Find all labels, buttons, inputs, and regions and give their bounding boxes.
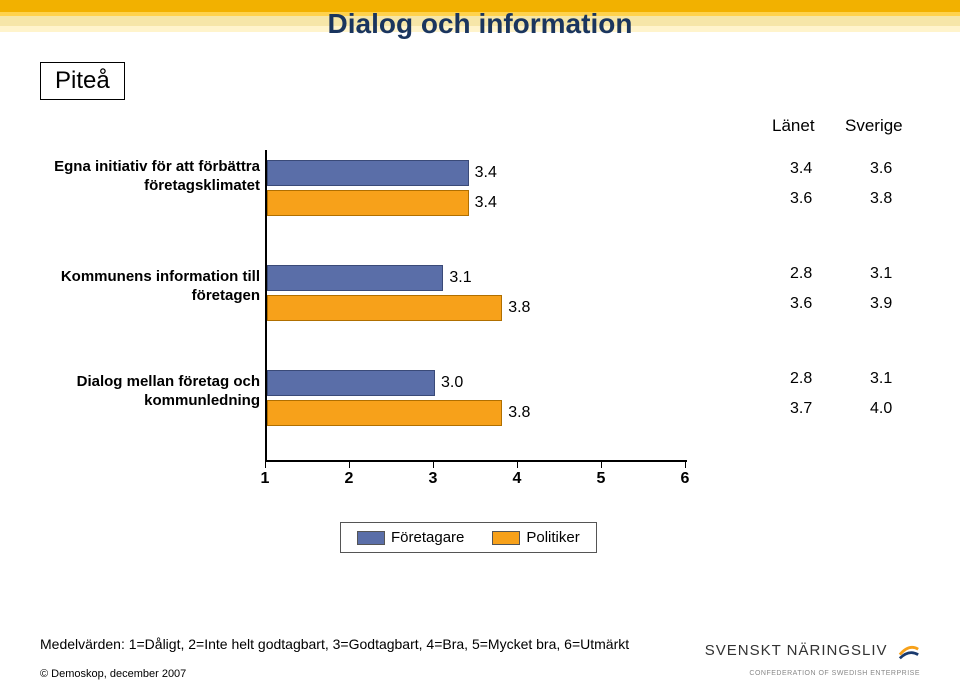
- bar-politiker: 3.8: [267, 400, 502, 426]
- bar-politiker: 3.8: [267, 295, 502, 321]
- legend-item-politiker: Politiker: [492, 529, 579, 546]
- page-title: Dialog och information: [0, 8, 960, 40]
- value-sve: 3.9: [870, 295, 892, 313]
- value-sve: 3.6: [870, 160, 892, 178]
- value-lan: 3.7: [790, 400, 812, 418]
- value-sve: 3.8: [870, 190, 892, 208]
- value-sve: 4.0: [870, 400, 892, 418]
- x-tick: 4: [513, 470, 522, 488]
- value-lan: 3.4: [790, 160, 812, 178]
- x-tick: 3: [429, 470, 438, 488]
- legend-item-foretagare: Företagare: [357, 529, 464, 546]
- bar-politiker: 3.4: [267, 190, 469, 216]
- x-tick: 2: [345, 470, 354, 488]
- column-header-lan: Länet: [772, 116, 815, 136]
- column-header-sve: Sverige: [845, 116, 903, 136]
- value-lan: 3.6: [790, 295, 812, 313]
- bar-foretagare: 3.0: [267, 370, 435, 396]
- x-tick: 1: [261, 470, 270, 488]
- value-sve: 3.1: [870, 370, 892, 388]
- bar-foretagare: 3.1: [267, 265, 443, 291]
- category-label: Egna initiativ för att förbättra företag…: [0, 158, 260, 196]
- value-lan: 2.8: [790, 370, 812, 388]
- category-label: Kommunens information till företagen: [0, 268, 260, 306]
- value-lan: 3.6: [790, 190, 812, 208]
- x-tick: 5: [597, 470, 606, 488]
- municipality-box: Piteå: [40, 62, 125, 100]
- value-sve: 3.1: [870, 265, 892, 283]
- value-lan: 2.8: [790, 265, 812, 283]
- bar-chart: 3.43.43.13.83.03.8 123456: [265, 150, 685, 500]
- org-logo: SVENSKT NÄRINGSLIV CONFEDERATION OF SWED…: [705, 640, 920, 680]
- bar-foretagare: 3.4: [267, 160, 469, 186]
- footnote: Medelvärden: 1=Dåligt, 2=Inte helt godta…: [40, 636, 629, 652]
- legend: Företagare Politiker: [340, 522, 597, 553]
- x-tick: 6: [681, 470, 690, 488]
- category-label: Dialog mellan företag och kommunledning: [0, 373, 260, 411]
- copyright: © Demoskop, december 2007: [40, 668, 186, 680]
